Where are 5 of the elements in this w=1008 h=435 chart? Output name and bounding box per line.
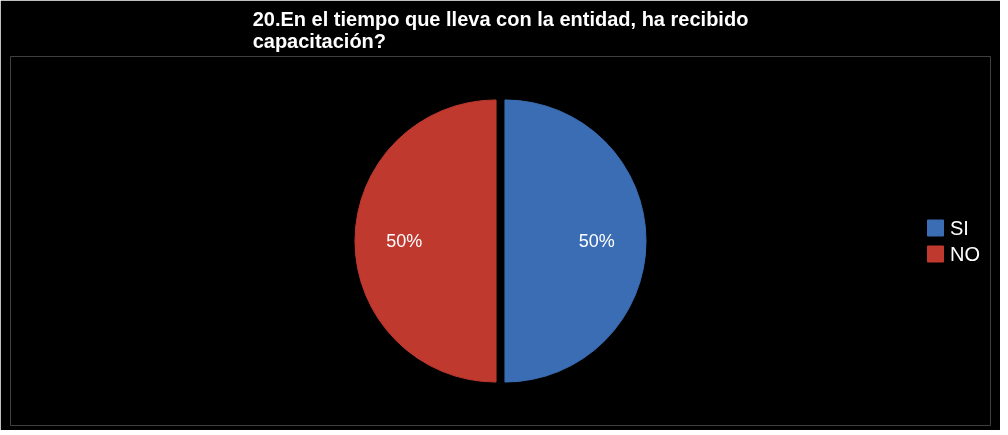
data-label: 50% <box>386 231 423 251</box>
data-label: 50% <box>578 231 615 251</box>
legend-label: NO <box>950 242 980 265</box>
legend-label: SI <box>950 216 970 239</box>
chart-title: 20.En el tiempo que lleva con la entidad, ha recibido capacitación? <box>252 7 749 52</box>
